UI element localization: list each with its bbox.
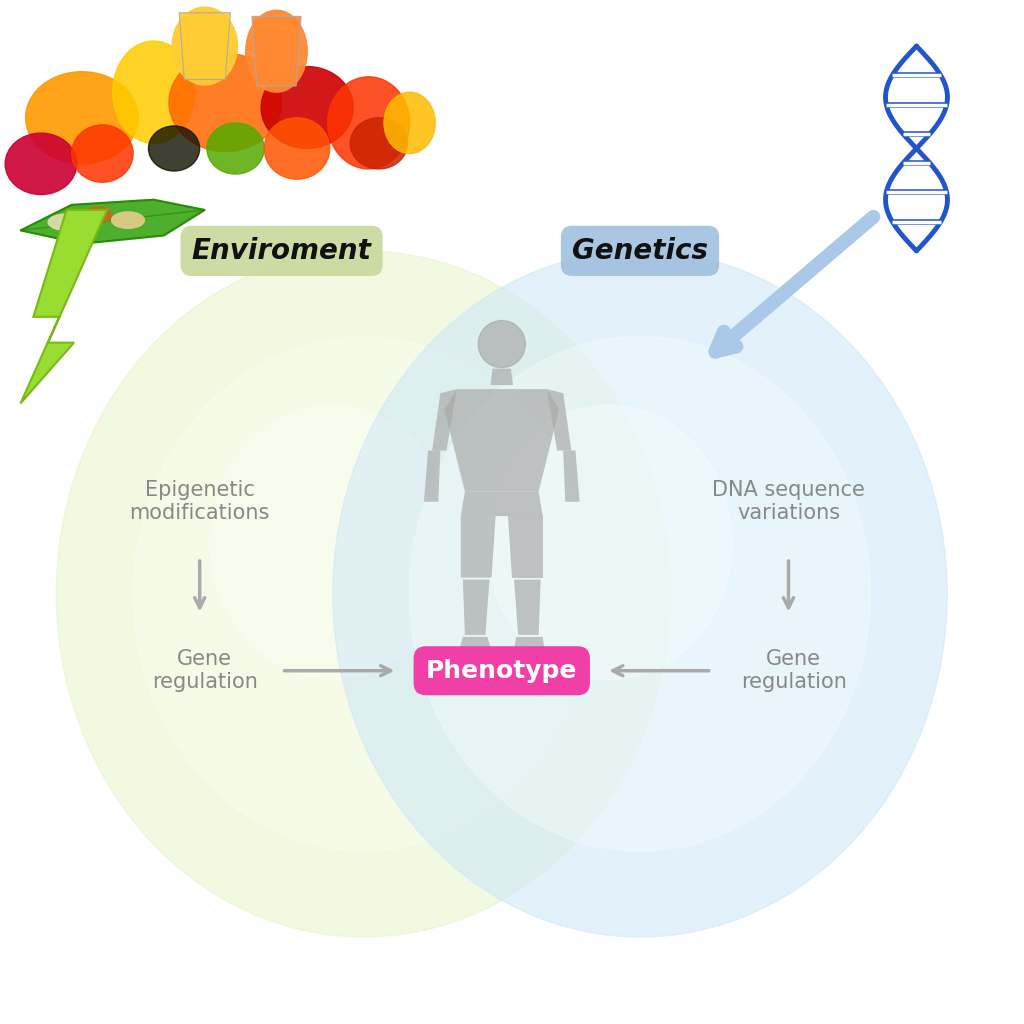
Polygon shape bbox=[424, 451, 440, 502]
Ellipse shape bbox=[148, 126, 200, 171]
Polygon shape bbox=[432, 389, 457, 451]
Text: Gene
regulation: Gene regulation bbox=[740, 649, 847, 692]
Text: Enviroment: Enviroment bbox=[191, 237, 372, 265]
Ellipse shape bbox=[72, 125, 133, 182]
Polygon shape bbox=[20, 200, 205, 244]
Polygon shape bbox=[514, 580, 541, 635]
Polygon shape bbox=[490, 369, 513, 385]
Ellipse shape bbox=[56, 251, 671, 937]
Polygon shape bbox=[461, 516, 496, 578]
Ellipse shape bbox=[261, 67, 353, 148]
Polygon shape bbox=[20, 210, 108, 403]
Ellipse shape bbox=[83, 207, 112, 223]
Ellipse shape bbox=[410, 337, 870, 851]
Text: Epigenetic
modifications: Epigenetic modifications bbox=[129, 480, 270, 523]
Text: Genetics: Genetics bbox=[572, 237, 708, 265]
Polygon shape bbox=[508, 516, 543, 578]
Polygon shape bbox=[461, 492, 543, 516]
Text: Phenotype: Phenotype bbox=[426, 658, 578, 683]
Ellipse shape bbox=[246, 10, 307, 92]
Ellipse shape bbox=[207, 123, 264, 174]
Ellipse shape bbox=[169, 53, 282, 152]
Polygon shape bbox=[444, 389, 559, 492]
Ellipse shape bbox=[112, 212, 144, 228]
Polygon shape bbox=[179, 13, 230, 80]
Ellipse shape bbox=[26, 72, 138, 164]
Ellipse shape bbox=[210, 406, 456, 680]
Ellipse shape bbox=[5, 133, 77, 195]
Circle shape bbox=[478, 321, 525, 368]
Polygon shape bbox=[547, 389, 571, 451]
Polygon shape bbox=[514, 637, 545, 651]
Polygon shape bbox=[463, 580, 489, 635]
Ellipse shape bbox=[172, 7, 238, 85]
Ellipse shape bbox=[48, 214, 85, 230]
Ellipse shape bbox=[264, 118, 330, 179]
Polygon shape bbox=[563, 451, 580, 502]
Polygon shape bbox=[459, 637, 492, 651]
Ellipse shape bbox=[486, 406, 732, 680]
Ellipse shape bbox=[350, 118, 408, 169]
Ellipse shape bbox=[384, 92, 435, 154]
Ellipse shape bbox=[113, 41, 195, 143]
Ellipse shape bbox=[328, 77, 410, 169]
Text: Gene
regulation: Gene regulation bbox=[152, 649, 258, 692]
Ellipse shape bbox=[133, 337, 594, 851]
Ellipse shape bbox=[333, 251, 947, 937]
Polygon shape bbox=[252, 16, 301, 86]
Text: DNA sequence
variations: DNA sequence variations bbox=[712, 480, 865, 523]
